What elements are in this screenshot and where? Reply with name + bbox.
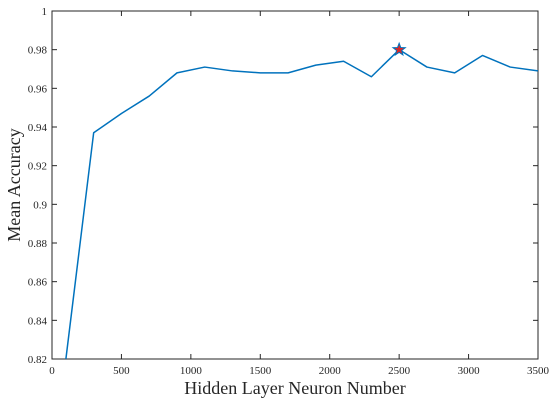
x-tick-label: 1000: [180, 365, 203, 377]
x-tick-label: 2000: [319, 365, 342, 377]
y-tick-label: 0.9: [33, 199, 47, 211]
x-tick-label: 2500: [388, 365, 411, 377]
star-marker: [391, 41, 407, 57]
y-tick-label: 0.86: [28, 277, 48, 289]
y-tick-label: 0.92: [28, 161, 47, 173]
y-tick-label: 0.84: [28, 315, 48, 327]
y-axis-label: Mean Accuracy: [4, 128, 24, 241]
x-tick-label: 500: [113, 365, 130, 377]
x-axis-ticks: 0 500 1000 1500 2000 2500 3000 3500: [49, 11, 550, 377]
y-tick-label: 0.98: [28, 45, 48, 57]
x-tick-label: 3500: [527, 365, 550, 377]
y-tick-label: 0.94: [28, 122, 48, 134]
x-axis-label: Hidden Layer Neuron Number: [184, 378, 405, 398]
x-tick-label: 0: [49, 365, 55, 377]
y-tick-label: 1: [42, 6, 48, 18]
y-tick-label: 0.82: [28, 354, 47, 366]
y-tick-label: 0.88: [28, 238, 48, 250]
y-axis-ticks: 0.82 0.84 0.86 0.88 0.9 0.92 0.94 0.96 0.98 1: [28, 6, 538, 366]
series-group: [65, 48, 538, 359]
series-line-0: [65, 48, 538, 359]
y-tick-label: 0.96: [28, 83, 48, 95]
plot-area: [51, 10, 539, 360]
x-tick-label: 1500: [249, 365, 272, 377]
axes-box: [51, 10, 539, 360]
x-tick-label: 3000: [458, 365, 481, 377]
